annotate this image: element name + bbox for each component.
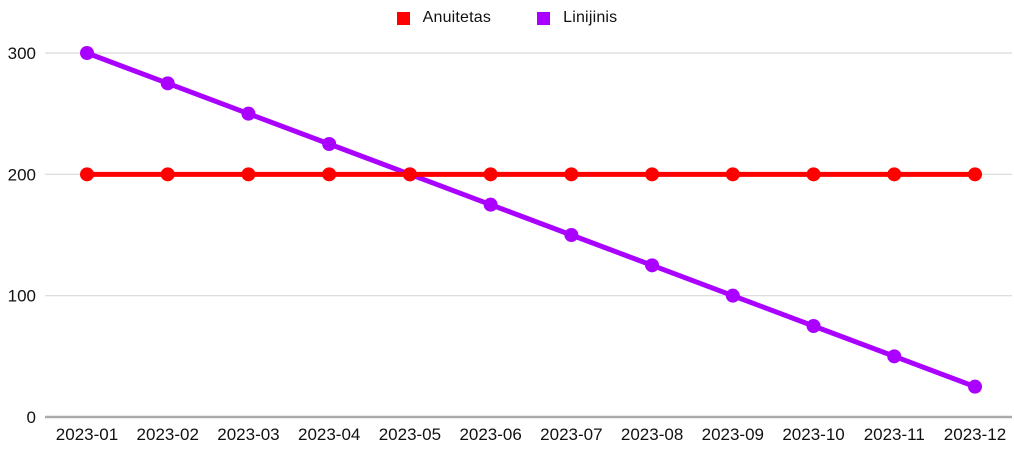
y-tick-label: 0	[27, 408, 36, 427]
data-point-linijinis[interactable]	[160, 76, 175, 91]
x-tick-label: 2023-02	[137, 425, 199, 444]
data-point-linijinis[interactable]	[241, 106, 256, 121]
data-point-anuitetas[interactable]	[968, 167, 982, 182]
chart-legend: Anuitetas Linijinis	[0, 9, 1014, 27]
legend-label-linijinis: Linijinis	[563, 9, 618, 26]
x-tick-label: 2023-03	[217, 425, 279, 444]
data-point-anuitetas[interactable]	[564, 167, 579, 182]
x-tick-label: 2023-11	[864, 425, 925, 444]
series-line-linijinis	[84, 50, 978, 390]
data-point-anuitetas[interactable]	[80, 167, 94, 182]
legend-label-anuitetas: Anuitetas	[422, 9, 492, 26]
x-tick-label: 2023-09	[702, 425, 764, 444]
data-point-anuitetas[interactable]	[241, 167, 256, 182]
x-tick-label: 2023-12	[944, 425, 1006, 444]
x-tick-label: 2023-10	[782, 425, 844, 444]
x-tick-label: 2023-04	[298, 425, 360, 444]
data-point-anuitetas[interactable]	[725, 167, 740, 182]
legend-swatch-linijinis	[537, 11, 551, 25]
x-tick-label: 2023-07	[540, 425, 602, 444]
y-tick-label: 300	[8, 44, 36, 63]
data-point-linijinis[interactable]	[725, 288, 740, 303]
x-tick-label: 2023-08	[621, 425, 683, 444]
data-point-linijinis[interactable]	[887, 349, 902, 364]
y-tick-label: 200	[8, 165, 36, 184]
data-point-linijinis[interactable]	[968, 379, 982, 394]
legend-item-anuitetas[interactable]: Anuitetas	[396, 9, 492, 27]
y-tick-label: 100	[8, 287, 36, 306]
legend-item-linijinis[interactable]: Linijinis	[537, 9, 617, 27]
data-point-anuitetas[interactable]	[806, 167, 821, 182]
x-tick-label: 2023-05	[379, 425, 441, 444]
data-point-linijinis[interactable]	[322, 137, 337, 151]
data-point-linijinis[interactable]	[564, 228, 579, 242]
x-tick-label: 2023-06	[459, 425, 521, 444]
x-tick-label: 2023-01	[56, 425, 118, 444]
data-point-anuitetas[interactable]	[160, 167, 175, 182]
data-point-anuitetas[interactable]	[483, 167, 498, 182]
data-point-anuitetas[interactable]	[402, 167, 417, 182]
legend-swatch-anuitetas	[396, 11, 410, 25]
data-point-linijinis[interactable]	[645, 258, 660, 273]
data-point-linijinis[interactable]	[806, 319, 821, 333]
data-point-linijinis[interactable]	[483, 197, 498, 212]
data-point-anuitetas[interactable]	[645, 167, 660, 182]
data-point-linijinis[interactable]	[80, 46, 94, 60]
data-point-anuitetas[interactable]	[887, 167, 902, 182]
data-point-anuitetas[interactable]	[322, 167, 337, 182]
